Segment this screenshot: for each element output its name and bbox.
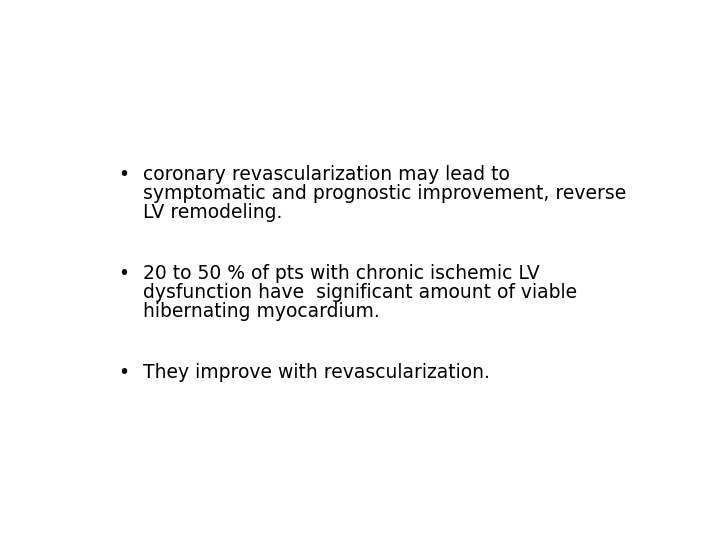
Text: coronary revascularization may lead to: coronary revascularization may lead to [143, 165, 510, 184]
Text: dysfunction have  significant amount of viable: dysfunction have significant amount of v… [143, 282, 577, 302]
Text: hibernating myocardium.: hibernating myocardium. [143, 302, 379, 321]
Text: •: • [118, 165, 129, 184]
Text: symptomatic and prognostic improvement, reverse: symptomatic and prognostic improvement, … [143, 184, 626, 202]
Text: •: • [118, 362, 129, 382]
Text: They improve with revascularization.: They improve with revascularization. [143, 362, 490, 382]
Text: •: • [118, 264, 129, 282]
Text: LV remodeling.: LV remodeling. [143, 203, 282, 222]
Text: 20 to 50 % of pts with chronic ischemic LV: 20 to 50 % of pts with chronic ischemic … [143, 264, 540, 282]
